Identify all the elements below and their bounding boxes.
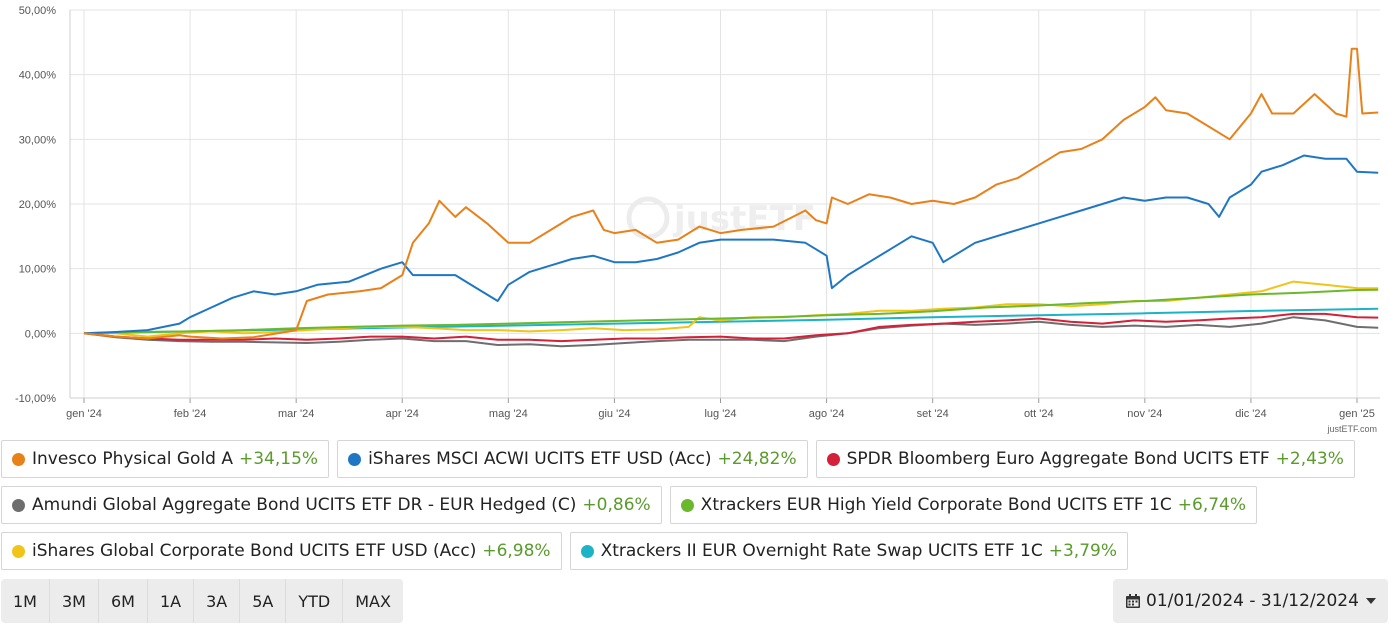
legend-item-change: +0,86% (582, 495, 651, 515)
legend-item-name: Amundi Global Aggregate Bond UCITS ETF D… (32, 495, 577, 515)
date-range-value: 01/01/2024 - 31/12/2024 (1146, 591, 1359, 611)
legend-item-change: +6,74% (1177, 495, 1247, 515)
series-line-0 (83, 47, 1379, 340)
date-range-picker[interactable]: 01/01/2024 - 31/12/2024 (1113, 579, 1388, 623)
legend-row: Invesco Physical Gold A +34,15% iShares … (1, 440, 1391, 478)
legend-item-name: iShares MSCI ACWI UCITS ETF USD (Acc) (368, 449, 712, 469)
legend-item-name: iShares Global Corporate Bond UCITS ETF … (32, 541, 477, 561)
legend-item-name: SPDR Bloomberg Euro Aggregate Bond UCITS… (846, 449, 1270, 469)
x-tick-label: giu '24 (598, 408, 630, 420)
series-line-5 (84, 280, 1379, 338)
chart-credit: justETF.com (1327, 424, 1377, 434)
series-line-1 (83, 154, 1379, 335)
x-tick-label: apr '24 (386, 408, 419, 420)
y-tick-label: 10,00% (19, 264, 57, 276)
series-dot-icon (680, 498, 694, 512)
series-line-2 (83, 312, 1379, 343)
y-tick-label: 20,00% (19, 199, 57, 211)
legend-item-change: +3,79% (1048, 541, 1117, 561)
series-dot-icon (826, 452, 840, 466)
legend-item-msci-acwi[interactable]: iShares MSCI ACWI UCITS ETF USD (Acc) +2… (337, 440, 808, 478)
calendar-icon (1126, 594, 1140, 608)
range-button-5a[interactable]: 5A (240, 579, 287, 623)
series-dot-icon (12, 498, 25, 512)
y-tick-label: 30,00% (19, 134, 57, 146)
x-tick-label: gen '25 (1339, 408, 1375, 420)
legend-item-xtrackers-high-yield[interactable]: Xtrackers EUR High Yield Corporate Bond … (669, 486, 1258, 524)
x-tick-label: ago '24 (809, 408, 845, 420)
series-dot-icon (12, 452, 25, 466)
range-button-3m[interactable]: 3M (50, 579, 99, 623)
legend-item-change: +2,43% (1275, 449, 1344, 469)
x-tick-label: gen '24 (66, 408, 102, 420)
range-button-1a[interactable]: 1A (148, 579, 195, 623)
series-line-4 (83, 288, 1379, 335)
legend-row: Amundi Global Aggregate Bond UCITS ETF D… (1, 486, 1391, 524)
y-tick-label: -10,00% (15, 393, 56, 405)
x-tick-label: lug '24 (704, 408, 736, 420)
legend-item-name: Invesco Physical Gold A (32, 449, 233, 469)
performance-chart: justETF 50,00% 40,00% 30,00% 20,00% 10,00% 0,… (15, 5, 1380, 434)
watermark-text: justETF (672, 199, 816, 239)
x-tick-label: set '24 (917, 408, 949, 420)
range-button-max[interactable]: MAX (355, 591, 391, 611)
x-tick-label: ott '24 (1024, 408, 1054, 420)
x-tick-label: feb '24 (174, 408, 207, 420)
x-tick-label: mag '24 (489, 408, 528, 420)
time-range-selector: 1M 3M 6M 1A 3A 5A YTD MAX (1, 579, 403, 623)
legend-item-name: Xtrackers EUR High Yield Corporate Bond … (700, 495, 1172, 515)
legend-item-amundi-global-aggregate[interactable]: Amundi Global Aggregate Bond UCITS ETF D… (1, 486, 662, 524)
series-dot-icon (580, 544, 594, 558)
legend-row: iShares Global Corporate Bond UCITS ETF … (1, 532, 1391, 570)
series-dot-icon (12, 544, 25, 558)
legend: Invesco Physical Gold A +34,15% iShares … (1, 440, 1391, 578)
range-button-3a[interactable]: 3A (194, 579, 241, 623)
x-tick-label: nov '24 (1127, 408, 1162, 420)
x-tick-label: dic '24 (1235, 408, 1266, 420)
series-line-3 (83, 316, 1379, 348)
watermark-logo-icon (626, 196, 670, 240)
legend-item-change: +6,98% (482, 541, 551, 561)
range-button-6m[interactable]: 6M (99, 579, 148, 623)
caret-down-icon (1366, 598, 1376, 604)
y-tick-label: 50,00% (19, 5, 57, 17)
legend-item-name: Xtrackers II EUR Overnight Rate Swap UCI… (600, 541, 1043, 561)
legend-item-change: +24,82% (717, 449, 797, 469)
legend-item-gold[interactable]: Invesco Physical Gold A +34,15% (1, 440, 330, 478)
y-tick-label: 40,00% (19, 70, 57, 82)
y-tick-label: 0,00% (25, 328, 56, 340)
range-button-ytd[interactable]: YTD (286, 579, 344, 623)
legend-item-spdr-euro-aggregate[interactable]: SPDR Bloomberg Euro Aggregate Bond UCITS… (815, 440, 1355, 478)
chart-svg: justETF 50,00% 40,00% 30,00% 20,00% 10,00% 0,… (15, 5, 1380, 420)
legend-item-xtrackers-overnight-swap[interactable]: Xtrackers II EUR Overnight Rate Swap UCI… (569, 532, 1128, 570)
series-dot-icon (348, 452, 362, 466)
range-button-1m[interactable]: 1M (1, 579, 50, 623)
x-tick-label: mar '24 (278, 408, 314, 420)
legend-item-ishares-global-corporate[interactable]: iShares Global Corporate Bond UCITS ETF … (1, 532, 562, 570)
legend-item-change: +34,15% (239, 449, 319, 469)
